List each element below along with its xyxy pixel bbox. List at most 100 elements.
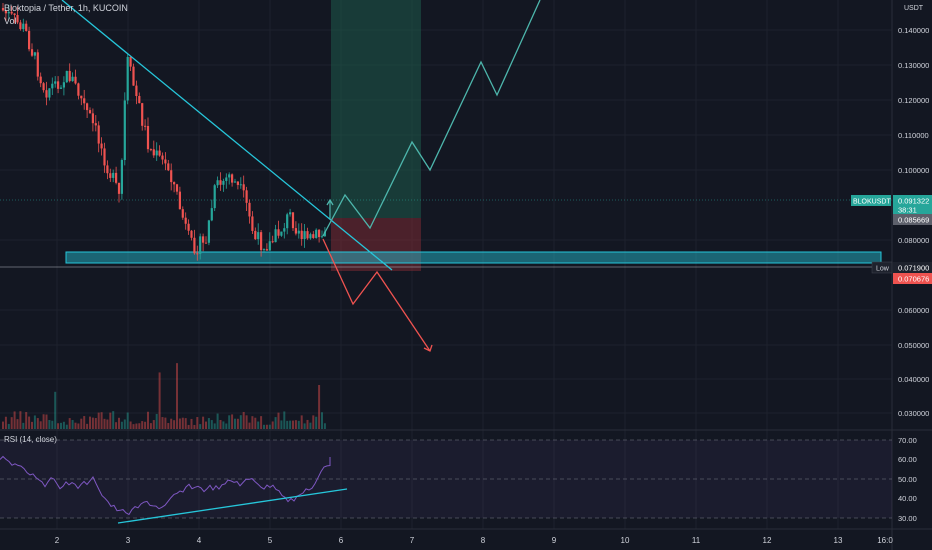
time-tick: 6: [339, 536, 344, 545]
volume-bar: [16, 419, 19, 429]
volume-bar: [289, 420, 292, 429]
volume-bar: [74, 422, 77, 429]
candle-body: [312, 234, 315, 238]
candle-body: [109, 173, 112, 178]
volume-bar: [239, 415, 242, 429]
candle-body: [54, 81, 57, 84]
candle-body: [123, 100, 126, 161]
candle-body: [59, 87, 63, 89]
target-price-tag-bg: [893, 214, 932, 225]
volume-bar: [123, 419, 126, 429]
time-tick: 8: [481, 536, 486, 545]
volume-bar: [161, 417, 164, 429]
volume-bar: [294, 420, 297, 429]
candle-body: [68, 70, 71, 82]
volume-bar: [315, 416, 318, 429]
volume-bar: [25, 412, 28, 429]
volume-bar: [248, 422, 251, 429]
volume-bar: [205, 421, 207, 429]
price-tick: 0.130000: [898, 61, 929, 70]
volume-bar: [83, 416, 86, 429]
candle-body: [320, 236, 324, 238]
candle-body: [36, 52, 39, 77]
position-profit-zone[interactable]: [331, 0, 421, 218]
rsi-divergence-line[interactable]: [117, 488, 348, 524]
volume-bar: [280, 420, 283, 429]
price-tick: 0.100000: [898, 166, 929, 175]
volume-bar: [213, 423, 216, 429]
candle-body: [88, 110, 92, 114]
volume-bar: [297, 420, 300, 429]
position-loss-zone[interactable]: [331, 218, 421, 271]
candle-body: [178, 191, 181, 210]
volume-bar: [31, 421, 33, 429]
candle-body: [291, 212, 295, 229]
price-tick: 0.120000: [898, 96, 929, 105]
volume-bar: [135, 423, 138, 429]
volume-bar: [309, 422, 312, 429]
candle-body: [175, 184, 179, 192]
volume-bar: [260, 416, 263, 429]
volume-bar: [10, 417, 13, 429]
volume-bar: [126, 412, 129, 429]
candle-body: [94, 123, 97, 126]
chart-title[interactable]: Bloktopia / Tether, 1h, KUCOIN: [4, 3, 128, 13]
candle-body: [164, 159, 167, 164]
candle-body: [283, 228, 286, 232]
volume-bar: [115, 422, 118, 429]
candle-body: [170, 170, 173, 183]
candle-body: [74, 76, 77, 84]
volume-bar: [216, 413, 219, 429]
descending-trendline[interactable]: [61, 0, 393, 271]
candle-body: [16, 15, 19, 23]
price-axis[interactable]: 0.140000 0.130000 0.120000 0.110000 0.10…: [898, 26, 929, 418]
candle-body: [231, 174, 234, 183]
candle-body: [184, 217, 187, 224]
time-tick: 11: [692, 536, 701, 545]
candle-body: [86, 103, 89, 111]
time-tick: 13: [834, 536, 843, 545]
volume-bar: [39, 421, 42, 429]
candle-body: [126, 56, 129, 101]
volume-bar: [190, 418, 193, 429]
volume-bar: [199, 424, 202, 429]
candle-body: [210, 208, 213, 221]
candle-body: [207, 220, 210, 243]
candle-body: [233, 181, 237, 183]
volume-bar: [306, 419, 309, 429]
bearish-projection-path[interactable]: [322, 238, 431, 352]
volume-bar: [118, 417, 120, 429]
candle-body: [10, 11, 13, 14]
volume-bar: [22, 422, 25, 429]
bullish-projection-path[interactable]: [322, 0, 541, 237]
candle-body: [106, 165, 109, 174]
volume-bar: [196, 417, 199, 429]
candle-body: [135, 85, 138, 96]
candle-body: [277, 229, 280, 236]
candle-body: [204, 242, 208, 244]
volume-bar: [100, 412, 103, 429]
candle-countdown: 38:31: [898, 206, 917, 215]
time-axis[interactable]: 2 3 4 5 6 7 8 9 10 11 12 13 16:0: [55, 536, 894, 545]
candle-body: [71, 76, 74, 82]
candle-body: [260, 232, 263, 251]
volume-label[interactable]: Vol: [4, 16, 17, 26]
rsi-line[interactable]: [0, 455, 331, 516]
price-tick: 0.140000: [898, 26, 929, 35]
price-tick: 0.060000: [898, 306, 929, 315]
volume-bar: [158, 372, 161, 429]
time-tick: 12: [763, 536, 772, 545]
support-zone[interactable]: [65, 251, 882, 264]
time-tick: 10: [621, 536, 630, 545]
rsi-label[interactable]: RSI (14, close): [4, 435, 57, 444]
volume-bar: [176, 363, 178, 429]
candle-body: [48, 88, 51, 98]
rsi-tick: 30.00: [898, 514, 917, 523]
volume-bars: [2, 363, 326, 429]
candle-body: [254, 230, 257, 240]
volume-bar: [265, 424, 268, 429]
volume-bar: [152, 420, 155, 429]
candle-body: [286, 214, 289, 229]
rsi-axis: 70.00 60.00 50.00 40.00 30.00: [898, 436, 917, 523]
